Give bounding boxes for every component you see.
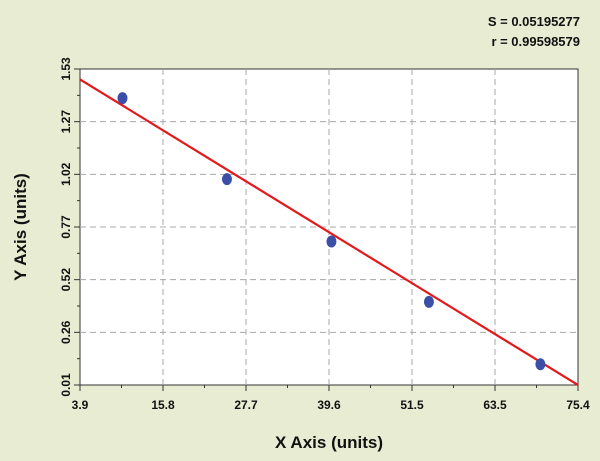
regression-line bbox=[79, 78, 579, 386]
y-tick-label: 1.53 bbox=[59, 57, 73, 81]
y-tick-label: 0.01 bbox=[59, 373, 73, 397]
x-tick-label: 3.9 bbox=[72, 398, 89, 412]
x-tick-label: 39.6 bbox=[317, 398, 341, 412]
y-tick-labels: 0.01 0.26 0.52 0.77 1.02 1.27 1.53 bbox=[59, 57, 73, 397]
y-tick-label: 0.77 bbox=[59, 215, 73, 239]
data-point bbox=[535, 358, 546, 371]
s-value-label: S = 0.05195277 bbox=[488, 14, 580, 29]
data-point bbox=[221, 173, 232, 186]
x-tick-label: 27.7 bbox=[234, 398, 258, 412]
x-tick-label: 63.5 bbox=[483, 398, 507, 412]
x-tick-label: 15.8 bbox=[151, 398, 175, 412]
y-axis-title: Y Axis (units) bbox=[11, 173, 30, 281]
axis-ticks bbox=[74, 68, 579, 391]
grid-lines bbox=[80, 69, 578, 385]
x-axis-title: X Axis (units) bbox=[275, 433, 383, 452]
data-point bbox=[423, 295, 434, 308]
data-point bbox=[117, 92, 128, 105]
y-tick-label: 0.26 bbox=[59, 320, 73, 344]
r-value-label: r = 0.99598579 bbox=[491, 34, 580, 49]
data-point bbox=[326, 235, 337, 248]
x-tick-label: 75.4 bbox=[566, 398, 590, 412]
y-tick-label: 0.52 bbox=[59, 268, 73, 292]
y-tick-label: 1.02 bbox=[59, 162, 73, 186]
x-tick-labels: 3.9 15.8 27.7 39.6 51.5 63.5 75.4 bbox=[72, 398, 590, 412]
data-points bbox=[117, 92, 546, 371]
x-tick-label: 51.5 bbox=[400, 398, 424, 412]
fit-line-layer bbox=[79, 78, 579, 386]
y-tick-label: 1.27 bbox=[59, 110, 73, 134]
